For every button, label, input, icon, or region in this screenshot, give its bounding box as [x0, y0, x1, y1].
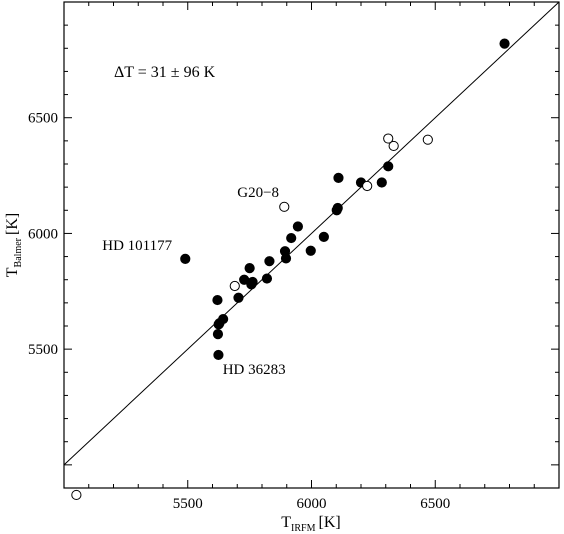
- x-axis-title: TIRFM [K]: [281, 514, 340, 534]
- open-data-point: [388, 140, 399, 152]
- star-annotation: HD 36283: [223, 362, 286, 378]
- filled-data-point: [318, 231, 329, 242]
- delta-t-summary: ΔT = 31 ± 96 K: [114, 64, 216, 81]
- filled-data-point: [212, 294, 223, 306]
- filled-data-point: [286, 232, 297, 244]
- filled-data-point: [292, 221, 303, 232]
- star-annotation: HD 101177: [102, 238, 172, 254]
- open-data-point: [229, 280, 240, 292]
- filled-data-point: [383, 161, 394, 172]
- y-tick-label: 5500: [28, 342, 58, 358]
- filled-data-point: [218, 313, 229, 325]
- filled-data-point: [333, 172, 344, 183]
- annotations: HD 101177 G20−8 HD 36283: [102, 185, 285, 378]
- data-points: [71, 38, 510, 501]
- open-data-point: [362, 180, 373, 192]
- filled-data-point: [247, 276, 258, 288]
- y-tick-label: 6500: [28, 111, 58, 127]
- filled-data-point: [233, 292, 244, 303]
- filled-data-point: [376, 177, 387, 188]
- x-tick-label: 6500: [420, 496, 450, 512]
- filled-data-point: [180, 253, 191, 264]
- open-data-point: [279, 201, 290, 212]
- open-data-point: [383, 133, 394, 144]
- x-tick-label: 5500: [173, 496, 203, 512]
- open-data-point: [71, 489, 82, 501]
- y-axis-ticks: 5500 6000 6500: [28, 1, 559, 489]
- filled-data-point: [261, 273, 273, 284]
- x-tick-label: 6000: [297, 496, 327, 512]
- filled-data-point: [332, 202, 343, 214]
- identity-line: [63, 1, 560, 466]
- filled-data-point: [213, 349, 224, 361]
- filled-data-point: [244, 263, 255, 274]
- y-tick-label: 6000: [28, 226, 58, 242]
- open-data-point: [422, 134, 433, 145]
- filled-data-point: [280, 253, 292, 264]
- star-annotation: G20−8: [237, 185, 279, 201]
- x-axis-ticks: 5500 6000 6500: [63, 2, 560, 512]
- y-axis-title: TBalmer[K]: [4, 213, 24, 277]
- filled-data-point: [305, 245, 316, 256]
- filled-data-point: [264, 256, 275, 267]
- filled-data-point: [212, 329, 224, 340]
- filled-data-point: [499, 38, 510, 49]
